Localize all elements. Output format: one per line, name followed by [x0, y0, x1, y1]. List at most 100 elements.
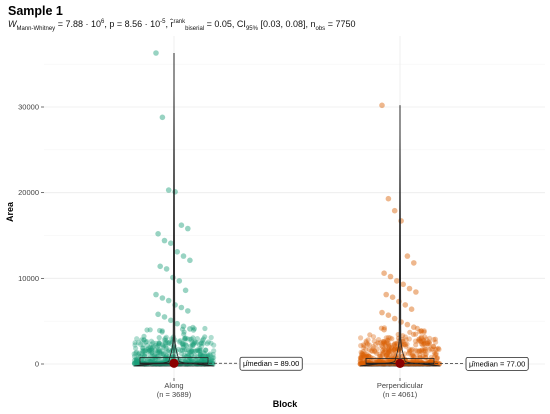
- data-point: [197, 346, 203, 352]
- data-point: [204, 354, 210, 360]
- median-label-box: [465, 356, 529, 371]
- outlier-point: [185, 225, 191, 232]
- data-point: [133, 359, 139, 365]
- data-point: [383, 347, 389, 353]
- data-point: [160, 344, 166, 350]
- data-point: [131, 351, 137, 357]
- data-point: [188, 352, 194, 358]
- data-point: [404, 341, 410, 347]
- stat-p: , p = 8.56 · 10: [104, 19, 161, 29]
- x-tick-n-label: (n = 3689): [157, 390, 192, 399]
- median-dot: [395, 358, 405, 368]
- data-point: [359, 360, 365, 366]
- data-point: [392, 346, 398, 352]
- data-point: [190, 348, 196, 354]
- outlier-point: [379, 102, 385, 109]
- data-point: [407, 350, 413, 356]
- data-point: [418, 328, 424, 334]
- data-point: [181, 329, 187, 335]
- data-point: [415, 338, 421, 344]
- data-point: [358, 354, 364, 360]
- data-point: [195, 348, 201, 354]
- data-point: [189, 339, 195, 345]
- data-point: [187, 355, 193, 361]
- data-point: [384, 352, 390, 358]
- data-point: [183, 346, 189, 353]
- data-point: [208, 340, 214, 346]
- data-point: [399, 341, 405, 347]
- data-point: [358, 356, 364, 362]
- outlier-point: [155, 231, 161, 237]
- data-point: [199, 357, 205, 363]
- data-point: [157, 348, 163, 354]
- data-point: [426, 347, 432, 353]
- data-point: [140, 348, 146, 354]
- data-point: [431, 349, 437, 355]
- data-point: [140, 356, 146, 363]
- data-point: [141, 357, 147, 363]
- data-point: [146, 347, 152, 353]
- data-point: [186, 352, 192, 358]
- data-point: [139, 350, 145, 357]
- data-point: [367, 358, 373, 364]
- data-point: [187, 349, 193, 355]
- data-point: [377, 340, 383, 346]
- data-point: [374, 358, 380, 364]
- outlier-point: [402, 302, 409, 308]
- data-point: [149, 350, 155, 356]
- group-perpendicular: μ̂median = 77.00: [357, 102, 529, 371]
- data-point: [207, 351, 213, 357]
- data-point: [424, 340, 430, 347]
- outlier-point: [163, 266, 170, 272]
- data-point: [150, 344, 156, 350]
- data-point: [139, 345, 146, 351]
- data-point: [362, 355, 368, 361]
- data-point: [193, 357, 199, 363]
- outlier-point: [153, 291, 159, 298]
- data-point: [181, 341, 187, 347]
- data-point: [409, 351, 415, 357]
- outlier-point: [394, 278, 400, 284]
- data-point: [149, 345, 155, 351]
- data-point: [380, 350, 386, 356]
- data-point: [400, 333, 406, 339]
- data-point: [392, 348, 398, 354]
- data-point: [190, 324, 196, 330]
- data-point: [190, 342, 196, 348]
- stat-n-val: = 7750: [325, 19, 356, 29]
- data-point: [372, 348, 378, 354]
- data-point: [139, 337, 145, 343]
- data-point: [188, 348, 194, 354]
- data-point: [149, 357, 155, 363]
- data-point: [357, 357, 363, 364]
- data-point: [202, 357, 208, 364]
- data-point: [385, 350, 391, 356]
- data-point: [419, 347, 425, 353]
- data-point: [377, 353, 383, 359]
- data-point: [156, 342, 162, 348]
- data-point: [191, 341, 197, 347]
- data-point: [391, 346, 397, 352]
- data-point: [190, 335, 196, 341]
- data-point: [134, 359, 140, 365]
- outlier-point: [161, 237, 168, 244]
- data-point: [418, 338, 424, 344]
- data-point: [131, 360, 137, 366]
- data-point: [370, 344, 376, 350]
- data-point: [141, 337, 147, 343]
- data-point: [385, 357, 391, 363]
- data-point: [182, 336, 188, 342]
- data-point: [159, 356, 165, 362]
- data-point: [386, 348, 392, 354]
- data-point: [432, 351, 438, 357]
- data-point: [414, 356, 421, 362]
- outlier-point: [155, 311, 161, 318]
- data-point: [187, 336, 193, 342]
- data-point: [133, 350, 139, 356]
- data-point: [432, 346, 439, 353]
- data-point: [394, 340, 400, 346]
- outlier-point: [180, 323, 187, 330]
- data-point: [433, 350, 439, 356]
- data-point: [156, 335, 162, 341]
- data-point: [428, 358, 434, 364]
